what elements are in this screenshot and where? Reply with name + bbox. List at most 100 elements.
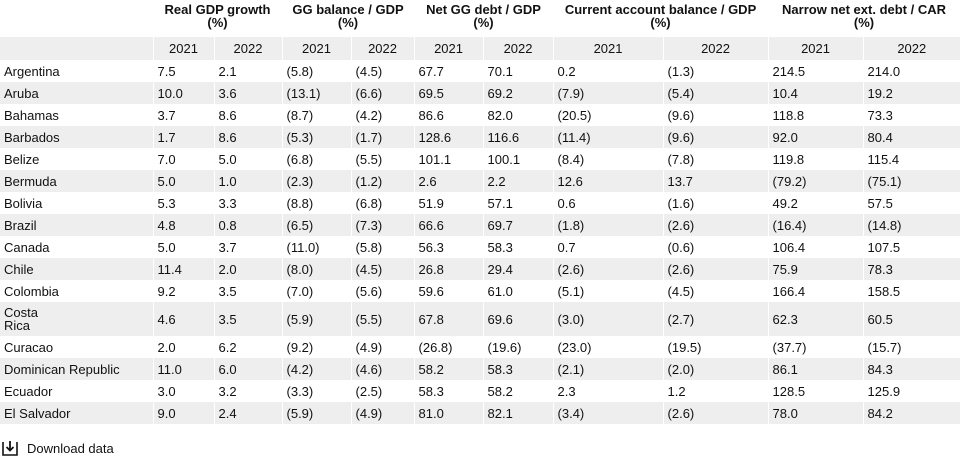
year-header-row: 2021 2022 2021 2022 2021 2022 2021 2022 … <box>0 37 960 60</box>
value-cell: 3.6 <box>213 82 283 104</box>
value-cell: (8.8) <box>281 192 352 214</box>
value-cell: (5.8) <box>350 236 415 258</box>
value-cell: 11.4 <box>152 258 214 280</box>
value-cell: (6.5) <box>281 214 352 236</box>
value-cell: (5.5) <box>350 302 415 336</box>
data-table-container[interactable]: Real GDP growth (%) GG balance / GDP (%)… <box>0 0 960 432</box>
year-header[interactable]: 2021 <box>152 37 214 60</box>
value-cell: 69.5 <box>413 82 484 104</box>
value-cell: 7.0 <box>152 148 214 170</box>
year-header[interactable]: 2022 <box>213 37 283 60</box>
group-header-real-gdp-growth[interactable]: Real GDP growth (%) <box>153 0 283 37</box>
value-cell: 67.8 <box>413 302 484 336</box>
value-cell: (7.3) <box>350 214 415 236</box>
value-cell: 0.2 <box>552 60 664 82</box>
value-cell: 62.3 <box>767 302 864 336</box>
value-cell: (2.0) <box>662 358 769 380</box>
value-cell: 57.5 <box>862 192 960 214</box>
value-cell: (8.0) <box>281 258 352 280</box>
value-cell: (19.6) <box>482 336 554 358</box>
group-header-net-gg-debt[interactable]: Net GG debt / GDP (%) <box>414 0 554 37</box>
group-header-row: Real GDP growth (%) GG balance / GDP (%)… <box>0 0 960 37</box>
value-cell: 59.6 <box>413 280 484 302</box>
download-data-button[interactable]: Download data <box>0 437 114 459</box>
value-cell: 2.0 <box>213 258 283 280</box>
group-header-narrow-net-ext-debt[interactable]: Narrow net ext. debt / CAR (%) <box>768 0 960 37</box>
value-cell: 12.6 <box>552 170 664 192</box>
value-cell: 5.0 <box>213 148 283 170</box>
year-header[interactable]: 2021 <box>552 37 664 60</box>
value-cell: 58.3 <box>482 236 554 258</box>
value-cell: (5.8) <box>281 60 352 82</box>
value-cell: (3.0) <box>552 302 664 336</box>
value-cell: (26.8) <box>413 336 484 358</box>
value-cell: 78.0 <box>767 402 864 424</box>
value-cell: (5.4) <box>662 82 769 104</box>
value-cell: 3.7 <box>213 236 283 258</box>
value-cell: 2.3 <box>552 380 664 402</box>
value-cell: 5.0 <box>152 236 214 258</box>
value-cell: 58.2 <box>482 380 554 402</box>
value-cell: 70.1 <box>482 60 554 82</box>
value-cell: (37.7) <box>767 336 864 358</box>
value-cell: 19.2 <box>862 82 960 104</box>
country-cell: Belize <box>4 151 40 167</box>
value-cell: 128.5 <box>767 380 864 402</box>
value-cell: (15.7) <box>862 336 960 358</box>
year-header[interactable]: 2022 <box>482 37 554 60</box>
year-header-blank <box>0 37 153 60</box>
year-header[interactable]: 2021 <box>281 37 352 60</box>
value-cell: (3.3) <box>281 380 352 402</box>
country-cell: Ecuador <box>4 383 53 399</box>
country-cell: El Salvador <box>0 402 153 424</box>
year-header[interactable]: 2021 <box>413 37 484 60</box>
value-cell: 214.5 <box>767 60 864 82</box>
value-cell: 2.0 <box>152 336 214 358</box>
country-cell: Aruba <box>0 82 153 104</box>
group-header-current-account[interactable]: Current account balance / GDP (%) <box>553 0 769 37</box>
value-cell: 118.8 <box>767 104 864 126</box>
value-cell: 4.8 <box>152 214 214 236</box>
value-cell: 84.3 <box>862 358 960 380</box>
value-cell: 2.1 <box>213 60 283 82</box>
table-row: Brazil 4.8 0.8 (6.5) (7.3) 66.6 69.7 (1.8) (2.6)… <box>0 214 960 236</box>
value-cell: 6.2 <box>213 336 283 358</box>
value-cell: (16.4) <box>767 214 864 236</box>
value-cell: (2.6) <box>662 258 769 280</box>
year-header[interactable]: 2022 <box>350 37 415 60</box>
value-cell: 57.1 <box>482 192 554 214</box>
value-cell: 58.2 <box>413 358 484 380</box>
value-cell: (2.6) <box>662 214 769 236</box>
group-title: GG balance / GDP <box>292 2 404 17</box>
value-cell: 13.7 <box>662 170 769 192</box>
value-cell: 86.6 <box>413 104 484 126</box>
country-cell: Dominican Republic <box>0 358 153 380</box>
country-cell: Costa Rica <box>0 302 153 336</box>
year-header[interactable]: 2022 <box>862 37 960 60</box>
value-cell: 158.5 <box>862 280 960 302</box>
value-cell: 26.8 <box>413 258 484 280</box>
value-cell: 66.6 <box>413 214 484 236</box>
country-cell: Brazil <box>0 214 153 236</box>
value-cell: (23.0) <box>552 336 664 358</box>
year-header[interactable]: 2021 <box>767 37 864 60</box>
table-row: Costa Rica 4.6 3.5 (5.9) (5.5) 67.8 69.6 (3.0)(… <box>0 302 960 336</box>
value-cell: 29.4 <box>482 258 554 280</box>
value-cell: (2.1) <box>552 358 664 380</box>
value-cell: (1.6) <box>662 192 769 214</box>
value-cell: 78.3 <box>862 258 960 280</box>
value-cell: 5.0 <box>152 170 214 192</box>
value-cell: 1.7 <box>152 126 214 148</box>
value-cell: (13.1) <box>281 82 352 104</box>
table-row: Chile 11.4 2.0 (8.0) (4.5) 26.8 29.4 (2.6) (2.6)… <box>0 258 960 280</box>
value-cell: (75.1) <box>862 170 960 192</box>
value-cell: 125.9 <box>862 380 960 402</box>
value-cell: 82.1 <box>482 402 554 424</box>
year-header[interactable]: 2022 <box>662 37 769 60</box>
value-cell: 51.9 <box>413 192 484 214</box>
value-cell: (4.5) <box>350 60 415 82</box>
value-cell: 9.2 <box>152 280 214 302</box>
value-cell: (5.1) <box>552 280 664 302</box>
value-cell: (7.0) <box>281 280 352 302</box>
group-header-gg-balance[interactable]: GG balance / GDP (%) <box>282 0 415 37</box>
